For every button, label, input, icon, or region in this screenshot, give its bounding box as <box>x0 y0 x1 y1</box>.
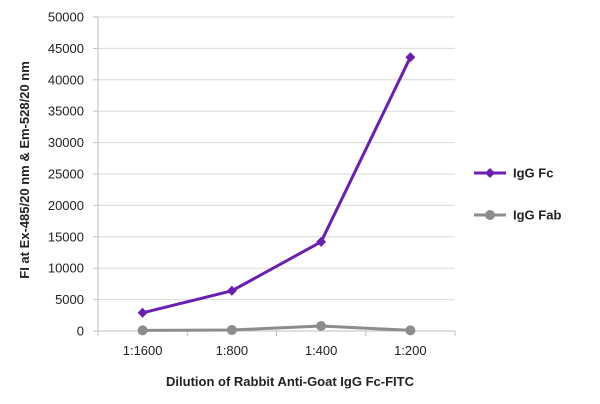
legend-marker <box>485 168 495 178</box>
data-point <box>137 325 148 336</box>
y-axis-title: FI at Ex-485/20 nm & Em-528/20 nm <box>17 61 32 278</box>
series-group <box>137 52 416 336</box>
legend-label: IgG Fc <box>513 166 553 181</box>
series-igg-fc <box>137 52 416 318</box>
legend: IgG Fc IgG Fab <box>474 166 561 223</box>
series-igg-fab <box>137 320 416 336</box>
legend-marker <box>485 210 495 220</box>
axes <box>93 16 456 336</box>
x-tick-label: 1:1600 <box>123 343 163 358</box>
y-tick-label: 25000 <box>48 167 84 182</box>
x-tick-label: 1:400 <box>305 343 338 358</box>
x-tick-label: 1:200 <box>394 343 427 358</box>
y-tick-label: 35000 <box>48 104 84 119</box>
data-point <box>226 325 237 336</box>
data-point <box>226 285 237 296</box>
x-tick-labels: 1:1600 1:800 1:400 1:200 <box>123 343 427 358</box>
data-point <box>137 307 148 318</box>
data-point <box>405 52 416 63</box>
legend-item: IgG Fc <box>474 166 553 181</box>
y-tick-label: 20000 <box>48 198 84 213</box>
data-point <box>316 236 327 247</box>
y-tick-label: 10000 <box>48 261 84 276</box>
y-tick-label: 30000 <box>48 135 84 150</box>
x-tick-label: 1:800 <box>216 343 249 358</box>
y-tick-label: 50000 <box>48 10 84 25</box>
gridlines <box>98 16 455 301</box>
y-tick-label: 15000 <box>48 229 84 244</box>
series-line <box>142 56 412 315</box>
data-point <box>405 325 416 336</box>
legend-item: IgG Fab <box>474 208 561 223</box>
data-point <box>316 320 327 331</box>
y-tick-labels: 0 5000 10000 15000 20000 25000 30000 35000 40000… <box>48 10 84 339</box>
y-tick-label: 5000 <box>55 292 84 307</box>
x-axis-title: Dilution of Rabbit Anti-Goat IgG Fc-FITC <box>166 374 415 389</box>
y-tick-label: 40000 <box>48 72 84 87</box>
legend-label: IgG Fab <box>513 208 561 223</box>
y-tick-label: 0 <box>77 324 84 339</box>
series-line <box>142 324 411 332</box>
y-tick-label: 45000 <box>48 41 84 56</box>
